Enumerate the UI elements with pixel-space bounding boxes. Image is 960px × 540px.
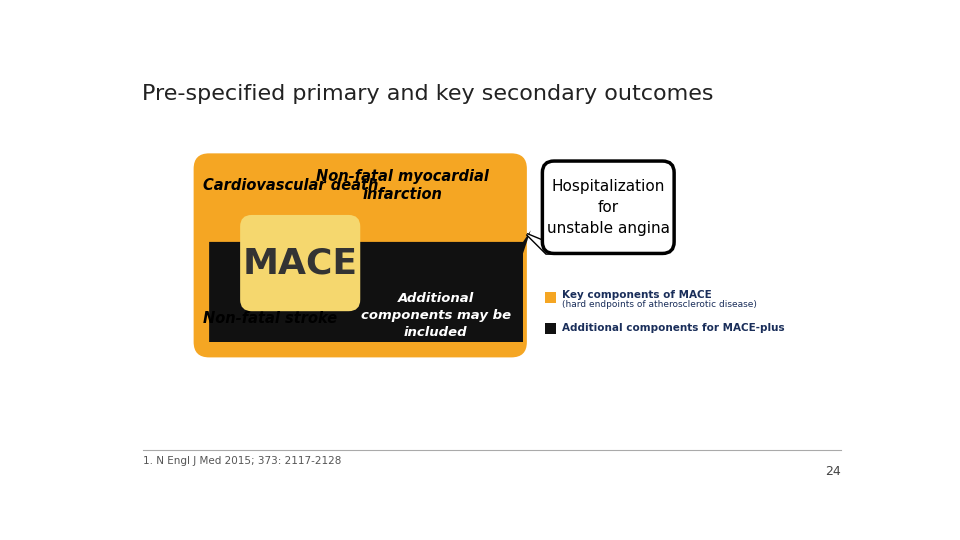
FancyBboxPatch shape	[544, 292, 556, 303]
Text: Additional components for MACE-plus: Additional components for MACE-plus	[562, 323, 784, 333]
Text: Non-fatal myocardial
infarction: Non-fatal myocardial infarction	[317, 169, 490, 202]
Text: Non-fatal stroke: Non-fatal stroke	[203, 312, 337, 326]
FancyBboxPatch shape	[544, 323, 556, 334]
Text: Pre-specified primary and key secondary outcomes: Pre-specified primary and key secondary …	[142, 84, 713, 104]
Text: 24: 24	[825, 465, 841, 478]
Text: Key components of MACE: Key components of MACE	[562, 290, 711, 300]
FancyBboxPatch shape	[542, 161, 674, 253]
Polygon shape	[209, 231, 531, 342]
Polygon shape	[527, 234, 573, 253]
FancyBboxPatch shape	[194, 153, 527, 357]
Text: Additional
components may be
included: Additional components may be included	[361, 292, 511, 339]
Text: 1. N Engl J Med 2015; 373: 2117-2128: 1. N Engl J Med 2015; 373: 2117-2128	[143, 456, 342, 467]
FancyBboxPatch shape	[240, 215, 360, 311]
Text: (hard endpoints of atherosclerotic disease): (hard endpoints of atherosclerotic disea…	[562, 300, 756, 309]
Text: Hospitalization
for
unstable angina: Hospitalization for unstable angina	[547, 179, 670, 236]
Polygon shape	[527, 234, 573, 253]
Text: MACE: MACE	[243, 246, 358, 280]
Text: Cardiovascular death: Cardiovascular death	[203, 178, 378, 193]
